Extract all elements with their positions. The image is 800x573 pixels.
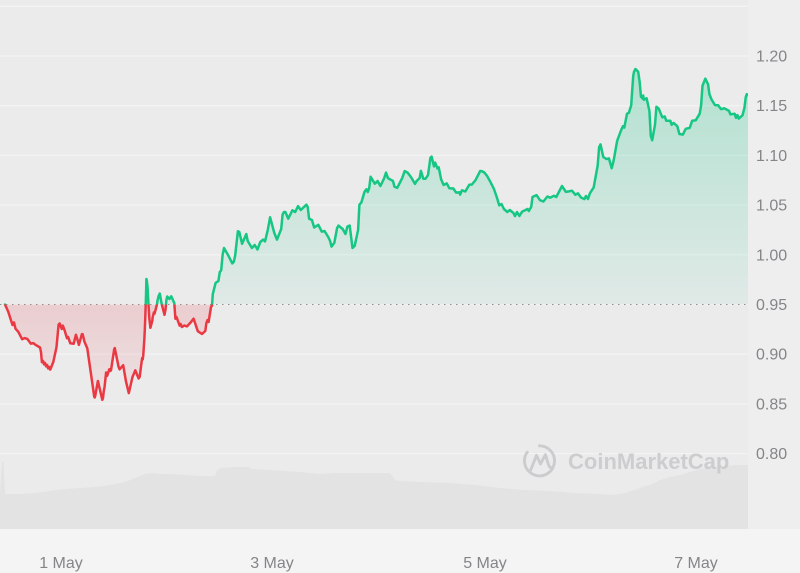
svg-text:1.20: 1.20 [756,49,787,66]
svg-text:1.10: 1.10 [756,148,787,165]
svg-text:CoinMarketCap: CoinMarketCap [568,449,729,474]
svg-text:1 May: 1 May [39,555,83,572]
svg-text:3 May: 3 May [250,555,294,572]
svg-text:0.95: 0.95 [756,297,787,314]
svg-text:0.90: 0.90 [756,347,787,364]
svg-text:7 May: 7 May [674,555,718,572]
svg-text:0.80: 0.80 [756,446,787,463]
svg-text:1.05: 1.05 [756,198,787,215]
svg-text:1.00: 1.00 [756,247,787,264]
svg-text:1.15: 1.15 [756,98,787,115]
svg-text:0.85: 0.85 [756,396,787,413]
svg-text:5 May: 5 May [463,555,507,572]
